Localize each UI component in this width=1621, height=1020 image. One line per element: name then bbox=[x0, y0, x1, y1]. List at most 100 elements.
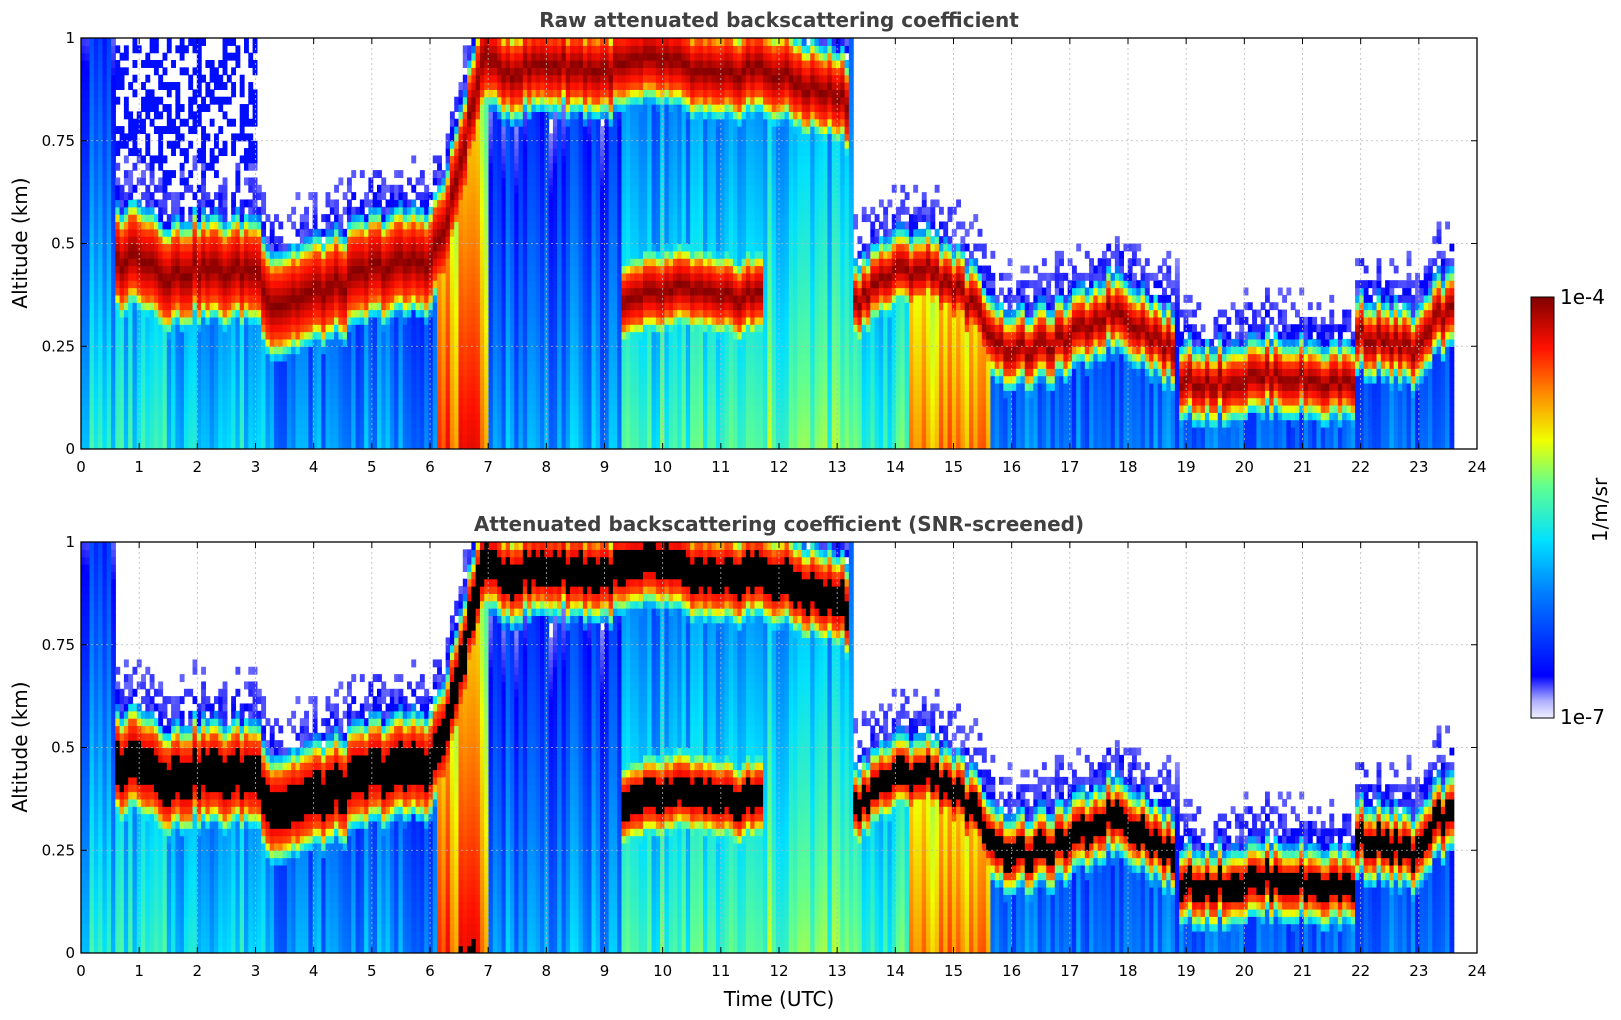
heatmap-cell bbox=[428, 360, 434, 369]
heatmap-cell bbox=[467, 375, 472, 384]
heatmap-cell bbox=[171, 390, 176, 399]
heatmap-cell bbox=[304, 375, 309, 384]
heatmap-cell bbox=[484, 74, 490, 83]
heatmap-cell bbox=[428, 265, 434, 274]
heatmap-cell bbox=[475, 89, 481, 98]
heatmap-cell bbox=[535, 199, 541, 208]
heatmap-cell bbox=[98, 96, 104, 105]
heatmap-cell bbox=[153, 184, 159, 193]
heatmap-cell bbox=[527, 412, 533, 421]
heatmap-cell bbox=[179, 294, 185, 303]
heatmap-cell bbox=[226, 243, 232, 252]
heatmap-cell bbox=[398, 221, 404, 230]
heatmap-cell bbox=[351, 368, 357, 377]
heatmap-cell bbox=[111, 309, 116, 318]
heatmap-cell bbox=[505, 111, 511, 120]
heatmap-cell bbox=[274, 258, 279, 267]
heatmap-cell bbox=[282, 338, 288, 347]
heatmap-cell bbox=[85, 104, 91, 112]
heatmap-cell bbox=[381, 434, 387, 443]
heatmap-cell bbox=[226, 404, 232, 413]
heatmap-cell bbox=[274, 302, 279, 311]
heatmap-cell bbox=[136, 331, 142, 340]
heatmap-cell bbox=[454, 316, 460, 325]
heatmap-cell bbox=[192, 192, 198, 201]
heatmap-cell bbox=[381, 426, 387, 435]
heatmap-cell bbox=[561, 390, 567, 399]
heatmap-cell bbox=[488, 419, 494, 428]
heatmap-cell bbox=[162, 52, 168, 61]
heatmap-cell bbox=[226, 221, 232, 230]
heatmap-cell bbox=[544, 412, 550, 421]
heatmap-cell bbox=[119, 74, 125, 83]
heatmap-cell bbox=[497, 236, 502, 245]
heatmap-cell bbox=[213, 236, 219, 245]
heatmap-cell bbox=[304, 390, 309, 399]
heatmap-cell bbox=[377, 221, 382, 230]
heatmap-cell bbox=[501, 170, 507, 179]
heatmap-cell bbox=[351, 309, 357, 318]
heatmap-cell bbox=[497, 45, 502, 54]
heatmap-cell bbox=[98, 89, 104, 98]
heatmap-cell bbox=[316, 346, 322, 355]
heatmap-cell bbox=[441, 397, 447, 406]
heatmap-cell bbox=[261, 419, 267, 428]
heatmap-cell bbox=[509, 426, 515, 435]
heatmap-cell bbox=[509, 353, 515, 362]
heatmap-cell bbox=[522, 302, 528, 311]
heatmap-cell bbox=[312, 360, 318, 369]
heatmap-cell bbox=[106, 250, 112, 259]
heatmap-cell bbox=[437, 360, 442, 369]
heatmap-column bbox=[248, 52, 254, 449]
heatmap-cell bbox=[467, 155, 472, 164]
heatmap-cell bbox=[179, 45, 185, 54]
heatmap-cell bbox=[308, 419, 314, 428]
heatmap-cell bbox=[209, 375, 215, 384]
heatmap-cell bbox=[544, 199, 550, 208]
heatmap-cell bbox=[235, 302, 241, 311]
heatmap-cell bbox=[372, 441, 378, 449]
heatmap-cell bbox=[428, 294, 434, 303]
heatmap-column bbox=[419, 170, 425, 449]
heatmap-cell bbox=[389, 192, 395, 201]
heatmap-cell bbox=[256, 206, 262, 215]
heatmap-cell bbox=[274, 324, 279, 333]
heatmap-cell bbox=[475, 126, 481, 135]
heatmap-cell bbox=[368, 287, 374, 296]
heatmap-cell bbox=[89, 346, 95, 355]
heatmap-cell bbox=[256, 258, 262, 267]
heatmap-cell bbox=[484, 346, 490, 355]
heatmap-cell bbox=[557, 434, 563, 443]
heatmap-cell bbox=[351, 243, 357, 252]
heatmap-cell bbox=[484, 155, 490, 164]
heatmap-cell bbox=[89, 206, 95, 215]
heatmap-cell bbox=[175, 360, 181, 369]
heatmap-cell bbox=[265, 353, 271, 362]
heatmap-cell bbox=[196, 397, 202, 406]
heatmap-cell bbox=[162, 155, 168, 164]
heatmap-cell bbox=[329, 302, 335, 311]
heatmap-cell bbox=[334, 434, 339, 443]
heatmap-cell bbox=[454, 382, 460, 391]
heatmap-cell bbox=[509, 96, 515, 105]
heatmap-column bbox=[552, 38, 558, 449]
heatmap-cell bbox=[261, 338, 267, 347]
heatmap-cell bbox=[351, 250, 357, 259]
heatmap-cell bbox=[342, 441, 348, 449]
heatmap-cell bbox=[145, 258, 151, 267]
heatmap-cell bbox=[488, 272, 494, 281]
heatmap-cell bbox=[338, 360, 344, 369]
heatmap-cell bbox=[93, 309, 99, 318]
heatmap-cell bbox=[102, 82, 108, 90]
heatmap-cell bbox=[329, 287, 335, 296]
heatmap-cell bbox=[141, 287, 146, 296]
heatmap-cell bbox=[171, 140, 176, 149]
heatmap-cell bbox=[394, 170, 400, 179]
heatmap-cell bbox=[467, 309, 472, 318]
heatmap-cell bbox=[213, 67, 219, 76]
heatmap-cell bbox=[145, 412, 151, 421]
heatmap-cell bbox=[505, 382, 511, 391]
heatmap-cell bbox=[522, 214, 528, 223]
heatmap-cell bbox=[248, 199, 254, 208]
